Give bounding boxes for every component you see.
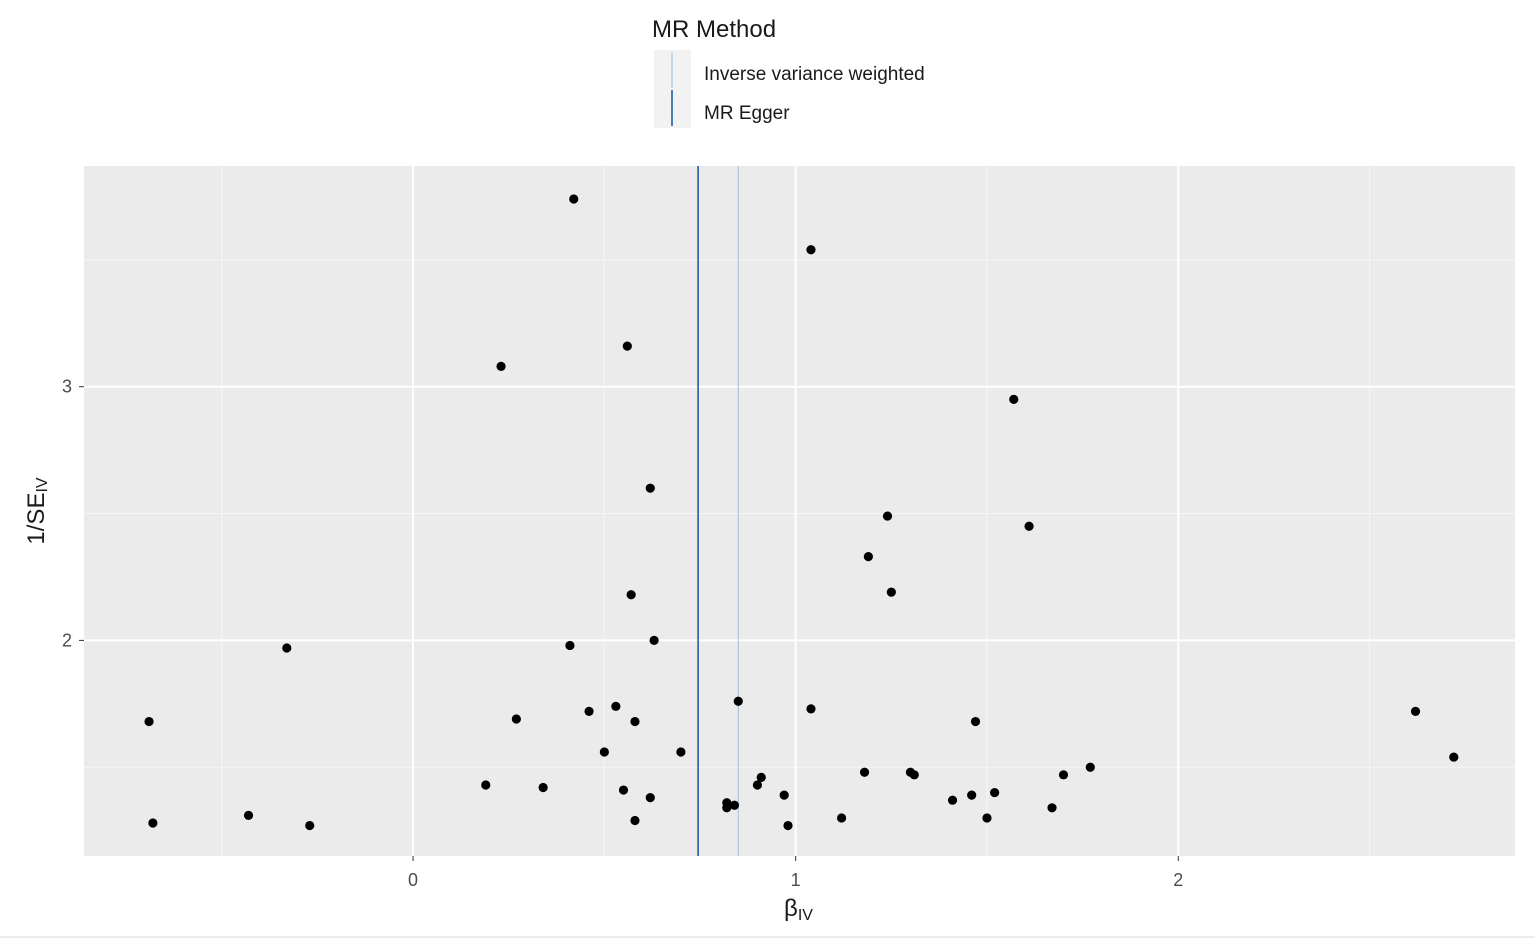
data-point: [783, 820, 793, 831]
data-point: [645, 483, 655, 493]
data-point: [144, 716, 154, 727]
x-tick-label: 2: [1173, 870, 1183, 890]
y-axis-title-main: 1/SE: [23, 493, 50, 545]
data-point: [863, 552, 873, 562]
data-point: [618, 785, 629, 795]
data-point: [733, 696, 743, 706]
data-point: [630, 815, 640, 826]
x-tick-label: 1: [791, 870, 801, 890]
data-point: [599, 747, 609, 757]
data-point: [481, 780, 491, 790]
data-point: [1024, 521, 1034, 531]
data-point: [806, 704, 816, 714]
data-point: [1410, 706, 1421, 717]
data-points: [144, 194, 1459, 831]
data-point: [970, 716, 981, 727]
data-point: [569, 194, 579, 204]
data-point: [496, 361, 506, 372]
legend: MR Method Inverse variance weighted MR E…: [652, 16, 925, 128]
data-point: [565, 640, 575, 651]
data-point: [626, 590, 636, 600]
data-point: [622, 341, 632, 351]
data-point: [756, 772, 766, 782]
data-point: [584, 706, 594, 717]
data-point: [282, 643, 292, 653]
data-point: [947, 795, 958, 805]
data-point: [1058, 770, 1069, 780]
data-point: [806, 245, 816, 255]
data-point: [611, 701, 621, 711]
data-point: [886, 587, 896, 597]
y-axis-title: 1/SEIV: [23, 477, 51, 544]
data-point: [645, 793, 655, 803]
data-point: [305, 820, 315, 831]
data-point: [729, 800, 740, 810]
data-point: [649, 635, 659, 645]
data-point: [1009, 394, 1019, 404]
data-point: [630, 716, 640, 727]
data-point: [990, 787, 1000, 798]
y-axis-title-subscript: IV: [34, 477, 51, 492]
data-point: [859, 767, 870, 777]
data-point: [882, 511, 893, 521]
y-tick-label: 3: [62, 377, 72, 397]
legend-title: MR Method: [652, 16, 776, 43]
data-point: [967, 790, 977, 800]
x-axis-title-main: β: [784, 895, 798, 922]
data-point: [1047, 803, 1057, 813]
data-point: [1085, 762, 1095, 772]
x-axis-title-subscript: IV: [798, 907, 813, 924]
x-axis: 0 1 2: [408, 856, 1183, 890]
x-axis-title: βIV: [784, 895, 813, 924]
reference-lines: [697, 166, 739, 856]
data-point: [909, 770, 919, 780]
data-point: [1449, 752, 1459, 762]
data-point: [836, 813, 847, 823]
legend-label-mr-egger: MR Egger: [704, 103, 790, 124]
data-point: [722, 803, 732, 813]
grid-minor: [84, 166, 1515, 856]
data-point: [243, 810, 254, 821]
data-point: [148, 818, 158, 828]
y-tick-label: 2: [62, 630, 72, 650]
legend-label-inverse-variance-weighted: Inverse variance weighted: [704, 64, 925, 85]
data-point: [676, 747, 686, 757]
plot-panel: [84, 166, 1515, 856]
data-point: [779, 790, 789, 800]
data-point: [511, 714, 521, 724]
grid-major: [84, 166, 1515, 856]
y-axis: 23: [62, 377, 84, 650]
data-point: [538, 782, 548, 793]
data-point: [982, 813, 992, 823]
x-tick-label: 0: [408, 870, 418, 890]
data-point: [752, 780, 763, 790]
